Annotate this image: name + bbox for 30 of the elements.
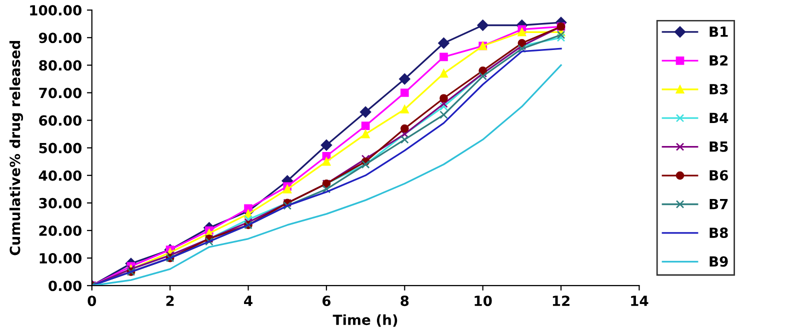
- y-tick-label: 60.00: [39, 115, 82, 126]
- y-tick-label: 0.00: [48, 280, 82, 292]
- y-tick-label: 30.00: [39, 198, 82, 208]
- legend-label: B8: [710, 228, 728, 238]
- x-axis-title: Time (h): [332, 314, 398, 327]
- legend-label: B4: [710, 112, 728, 123]
- x-tick-label: 10: [474, 296, 492, 306]
- y-tick-label: 10.00: [40, 253, 82, 264]
- legend-label: B3: [710, 84, 728, 94]
- x-tick-label: 12: [552, 296, 570, 306]
- legend-label: B5: [710, 142, 728, 152]
- legend-label: B1: [710, 26, 728, 37]
- y-tick-label: 100.00: [30, 5, 82, 16]
- x-tick-label: 0: [88, 296, 96, 306]
- legend-label: B7: [710, 198, 728, 210]
- x-tick-label: 6: [322, 296, 331, 306]
- y-tick-label: 40.00: [38, 170, 82, 181]
- x-tick-label: 2: [166, 296, 174, 306]
- y-tick-label: 70.00: [39, 88, 82, 98]
- y-tick-label: 80.00: [39, 60, 82, 71]
- legend-label: B9: [710, 256, 728, 267]
- y-axis-title: Cumulative% drug released: [9, 40, 24, 256]
- x-tick-label: 8: [400, 296, 409, 306]
- y-tick-label: 20.00: [39, 225, 82, 236]
- legend-label: B2: [710, 55, 728, 66]
- legend-label: B6: [710, 170, 728, 181]
- y-tick-label: 50.00: [39, 142, 82, 154]
- x-tick-label: 14: [631, 296, 648, 306]
- x-tick-label: 4: [244, 296, 252, 306]
- y-tick-label: 90.00: [38, 32, 82, 44]
